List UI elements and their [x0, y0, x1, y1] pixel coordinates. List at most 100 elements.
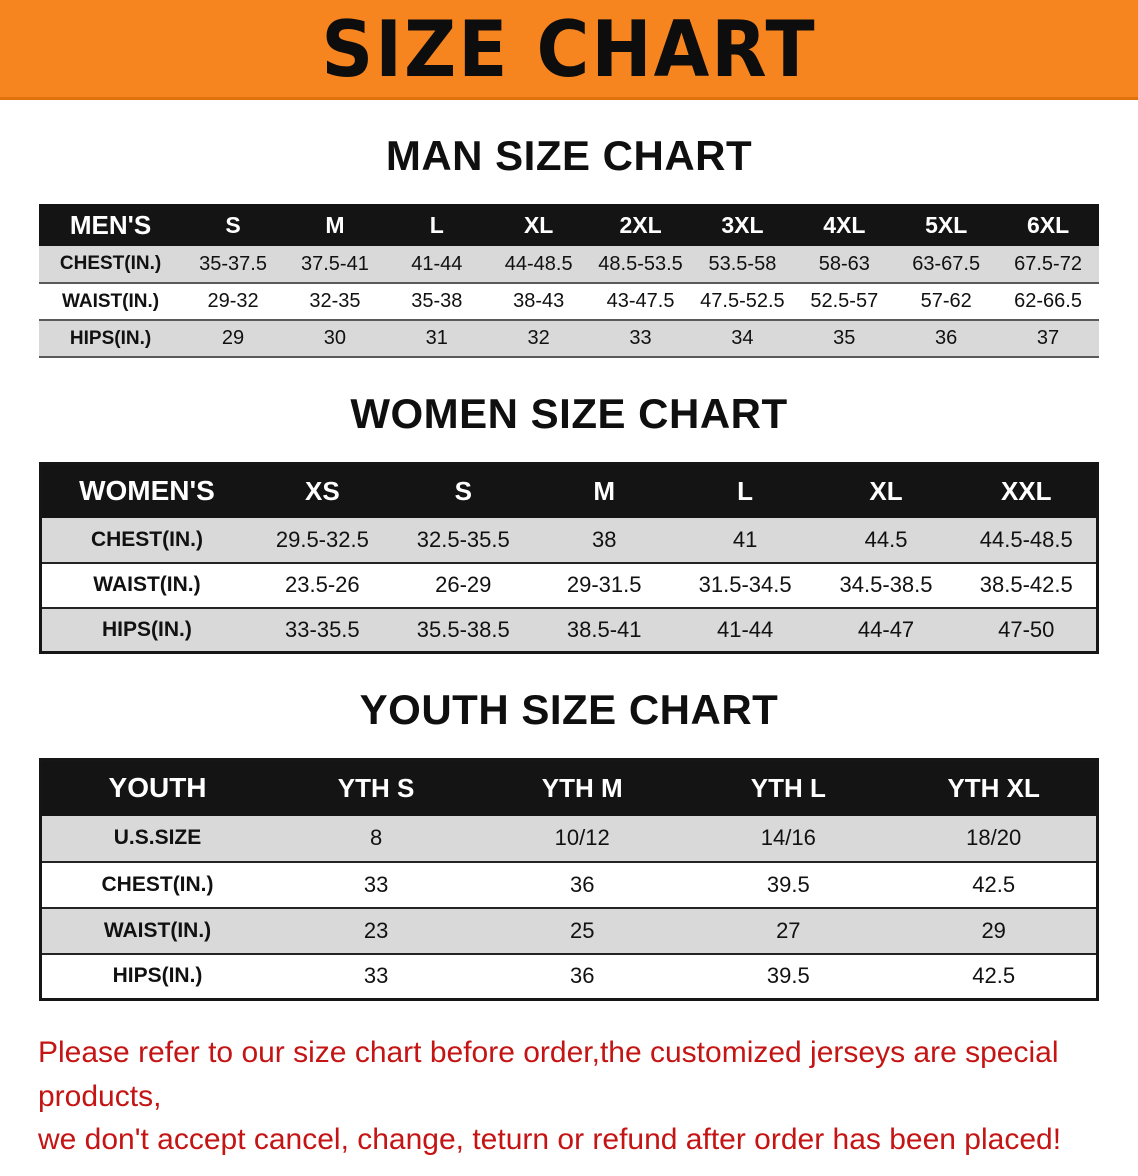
size-header-cell: 2XL [589, 204, 692, 246]
table-row: WAIST(IN.) 23.5-26 26-29 29-31.5 31.5-34.5 34… [40, 562, 1098, 608]
value-cell: 34 [731, 327, 754, 349]
table-title-cell: YOUTH [40, 759, 274, 816]
table-row: HIPS(IN.) 29 30 31 32 33 34 35 36 37 [39, 320, 1099, 357]
value-cell: 42.5 [972, 871, 1016, 897]
disclaimer-line: Please refer to our size chart before or… [38, 1036, 1059, 1113]
value-cell: 25 [569, 917, 595, 943]
value-cell: 37.5-41 [300, 252, 369, 275]
value-cell: 41-44 [716, 616, 774, 642]
value-cell: 30 [323, 327, 347, 349]
table-title-cell: WOMEN'S [40, 463, 252, 518]
value-cell: 67.5-72 [1014, 252, 1082, 275]
row-label-cell: HIPS(IN.) [112, 964, 203, 988]
table-row: WAIST(IN.) 29-32 32-35 35-38 38-43 43-47.5 47.… [39, 283, 1099, 320]
row-label-cell: WAIST(IN.) [103, 918, 212, 942]
man-size-chart-section: MAN SIZE CHART MEN'S S M L XL 2XL 3XL 4XL 5XL 6XL… [0, 132, 1138, 358]
value-cell: 39.5 [766, 871, 810, 897]
size-header-cell: 6XL [997, 204, 1099, 246]
value-cell: 26-29 [435, 572, 492, 597]
size-header-cell: M [283, 204, 386, 246]
size-header-cell: YTH XL [891, 759, 1098, 816]
value-cell: 44-48.5 [504, 252, 573, 275]
value-cell: 35-37.5 [199, 252, 267, 275]
size-header-cell: S [392, 463, 534, 518]
value-cell: 29-31.5 [566, 572, 642, 597]
youth-size-chart-section: YOUTH SIZE CHART YOUTH YTH S YTH M YTH L YTH… [0, 686, 1138, 1001]
row-label-cell: HIPS(IN.) [102, 617, 192, 641]
women-size-chart-section: WOMEN SIZE CHART WOMEN'S XS S M L XL XXL CHEST(… [0, 390, 1138, 654]
value-cell: 35-38 [411, 290, 463, 312]
value-cell: 33-35.5 [285, 616, 360, 642]
value-cell: 29 [981, 917, 1006, 943]
table-row: CHEST(IN.) 33 36 39.5 42.5 [40, 861, 1098, 908]
value-cell: 27 [776, 917, 801, 943]
size-header-cell: XL [487, 204, 590, 246]
row-label-cell: CHEST(IN.) [90, 527, 203, 551]
value-cell: 8 [369, 825, 383, 850]
man-size-chart-heading: MAN SIZE CHART [385, 132, 753, 179]
table-row: CHEST(IN.) 35-37.5 37.5-41 41-44 44-48.5 48.5… [39, 246, 1099, 283]
row-label-cell: U.S.SIZE [113, 826, 202, 849]
value-cell: 38.5-41 [566, 616, 642, 642]
value-cell: 38 [591, 526, 617, 552]
size-header-cell: YTH L [685, 759, 892, 816]
value-cell: 36 [569, 871, 595, 897]
size-header-cell: 3XL [691, 204, 794, 246]
size-header-cell: L [385, 204, 488, 246]
women-size-table: WOMEN'S XS S M L XL XXL CHEST(IN.) 29.5-32.5 32.5… [39, 462, 1099, 654]
table-title-cell: MEN'S [39, 204, 183, 246]
value-cell: 44-47 [857, 616, 915, 642]
size-header-cell: M [533, 463, 675, 518]
youth-size-table: YOUTH YTH S YTH M YTH L YTH XL U.S.SIZE 8 10/12… [39, 758, 1099, 1001]
table-row: WAIST(IN.) 23 25 27 29 [40, 907, 1098, 954]
table-row: HIPS(IN.) 33-35.5 35.5-38.5 38.5-41 41-44 44-… [40, 607, 1098, 653]
value-cell: 14/16 [760, 825, 816, 850]
value-cell: 35 [833, 327, 856, 349]
value-cell: 37 [1036, 327, 1060, 349]
size-header-cell: S [182, 204, 284, 246]
disclaimer: Please refer to our size chart before or… [38, 1031, 1100, 1162]
row-label-cell: HIPS(IN.) [69, 327, 152, 349]
value-cell: 44.5-48.5 [979, 526, 1073, 552]
value-cell: 29 [221, 327, 245, 349]
header-row: WOMEN'S XS S M L XL XXL [40, 463, 1098, 518]
size-chart-banner: SIZE CHART [0, 0, 1138, 100]
table-row: CHEST(IN.) 29.5-32.5 32.5-35.5 38 41 44.5 44.5… [40, 517, 1098, 563]
row-label-cell: CHEST(IN.) [59, 253, 162, 274]
row-label-cell: WAIST(IN.) [93, 573, 201, 596]
value-cell: 43-47.5 [606, 290, 675, 312]
value-cell: 31.5-34.5 [698, 572, 792, 597]
value-cell: 32 [527, 327, 550, 349]
value-cell: 23.5-26 [285, 572, 360, 597]
value-cell: 52.5-57 [810, 290, 879, 312]
value-cell: 32.5-35.5 [416, 526, 510, 552]
value-cell: 36 [935, 327, 958, 349]
value-cell: 36 [569, 963, 595, 989]
size-header-cell: 4XL [793, 204, 896, 246]
value-cell: 29-32 [207, 290, 259, 312]
value-cell: 33 [629, 327, 652, 349]
header-row: YOUTH YTH S YTH M YTH L YTH XL [40, 759, 1098, 816]
value-cell: 41 [732, 526, 758, 552]
row-label-cell: WAIST(IN.) [61, 290, 160, 312]
value-cell: 58-63 [818, 252, 870, 275]
value-cell: 18/20 [966, 825, 1022, 850]
table-row: U.S.SIZE 8 10/12 14/16 18/20 [40, 815, 1098, 862]
value-cell: 38.5-42.5 [979, 572, 1073, 597]
value-cell: 44.5 [864, 526, 908, 552]
value-cell: 42.5 [972, 963, 1016, 989]
value-cell: 39.5 [766, 963, 810, 989]
value-cell: 48.5-53.5 [598, 252, 683, 275]
youth-size-chart-heading: YOUTH SIZE CHART [359, 686, 779, 733]
size-header-cell: YTH S [273, 759, 480, 816]
value-cell: 10/12 [554, 825, 610, 850]
men-size-table: MEN'S S M L XL 2XL 3XL 4XL 5XL 6XL CHEST(IN.) 35-37… [39, 204, 1099, 358]
value-cell: 33 [363, 963, 389, 989]
value-cell: 57-62 [920, 290, 972, 312]
value-cell: 62-66.5 [1014, 290, 1082, 312]
size-header-cell: XS [251, 463, 393, 518]
value-cell: 47.5-52.5 [700, 290, 785, 312]
size-header-cell: L [674, 463, 816, 518]
row-label-cell: CHEST(IN.) [101, 872, 214, 896]
